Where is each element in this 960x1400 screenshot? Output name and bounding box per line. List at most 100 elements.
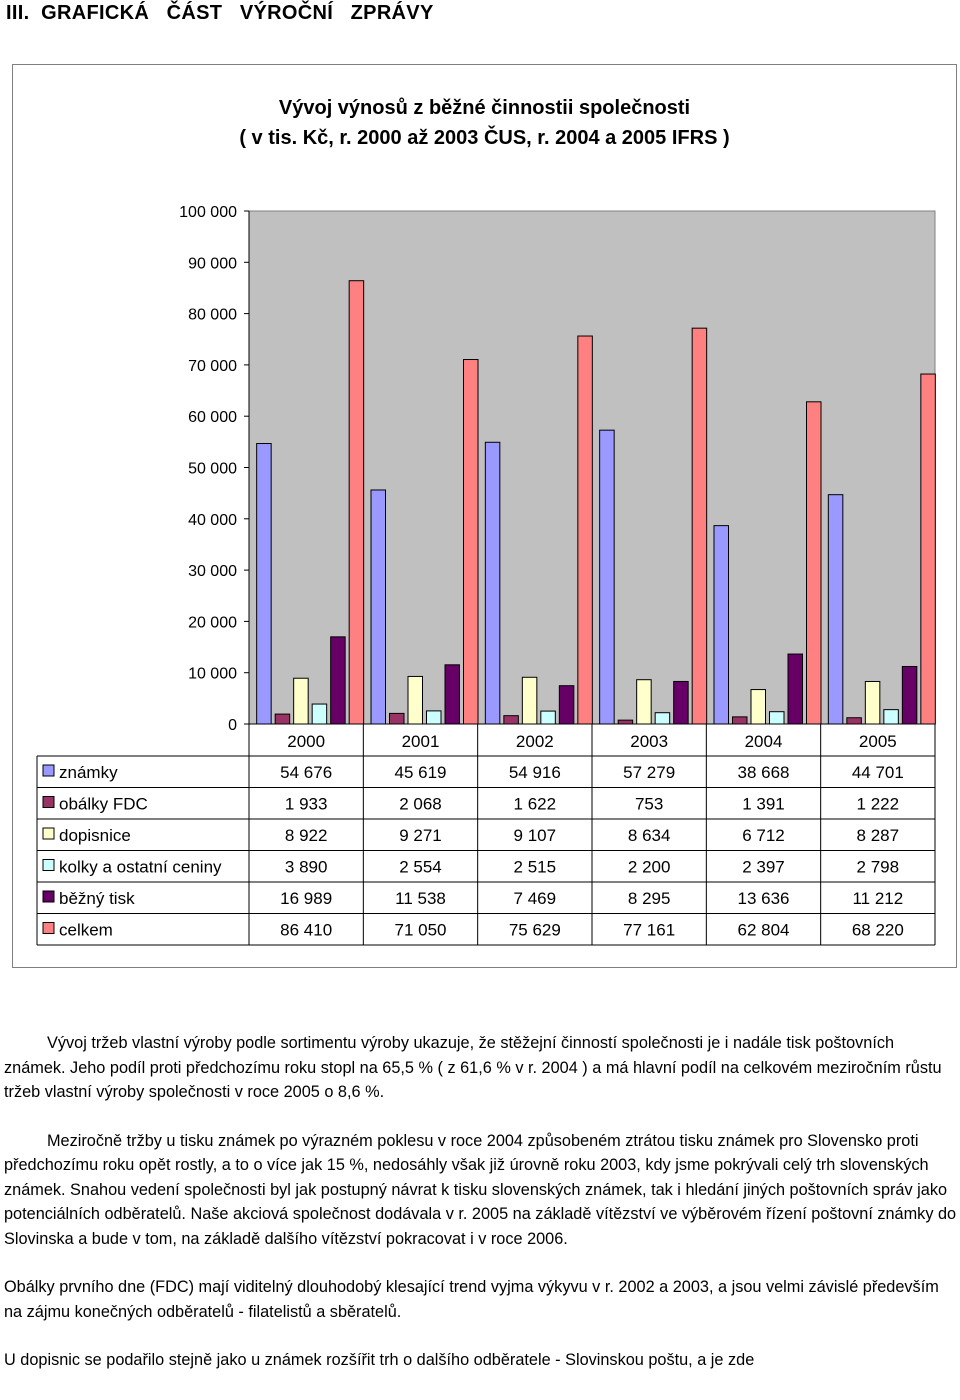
data-label-5-5: 68 220 [852, 921, 904, 940]
data-label-3-5: 2 798 [857, 858, 900, 877]
data-label-4-4: 13 636 [738, 889, 790, 908]
bar-5-1 [463, 359, 479, 725]
bar-5-3 [691, 327, 708, 725]
data-label-4-2: 7 469 [514, 889, 557, 908]
legend-key-1 [42, 796, 55, 808]
chart-frame: Vývoj výnosů z běžné činnostii společnos… [12, 64, 957, 968]
bar-0-5 [827, 494, 844, 725]
bar-0-1 [370, 489, 386, 725]
paragraph-1: Vývoj tržeb vlastní výroby podle sortime… [4, 1034, 942, 1101]
paragraph-4: U dopisnic se podařilo stejně jako u zná… [4, 1351, 755, 1369]
page-heading: III. GRAFICKÁ ČÁST VÝROČNÍ ZPRÁVY [6, 2, 434, 24]
bar-0-3 [599, 429, 615, 725]
data-label-1-1: 2 068 [399, 795, 442, 814]
bar-chart-svg: 0 10 000 20 000 30 000 40 000 50 000 60 000 70 … [36, 204, 936, 946]
bar-2-1 [407, 675, 423, 725]
data-label-0-3: 57 279 [623, 763, 675, 782]
paragraph-3: Obálky prvního dne (FDC) mají viditelný … [4, 1278, 939, 1321]
bar-1-1 [389, 712, 405, 725]
data-label-1-5: 1 222 [857, 795, 900, 814]
data-label-2-4: 6 712 [742, 826, 785, 845]
bar-4-0 [330, 636, 346, 725]
y-tick-label: 90 000 [188, 255, 237, 272]
bar-1-3 [617, 719, 634, 725]
bar-3-4 [769, 711, 785, 725]
chart-title: Vývoj výnosů z běžné činnostii společnos… [278, 97, 691, 119]
bar-4-3 [673, 680, 689, 725]
y-tick-label: 40 000 [188, 512, 237, 529]
data-label-2-0: 8 922 [285, 826, 328, 845]
bar-5-4 [806, 401, 822, 725]
bar-3-5 [883, 709, 899, 725]
body-text-block: Vývoj tržeb vlastní výroby podle sortime… [4, 1031, 959, 1373]
bar-3-3 [654, 712, 671, 725]
bar-5-5 [920, 373, 936, 725]
data-label-4-3: 8 295 [628, 889, 671, 908]
data-label-3-3: 2 200 [628, 858, 671, 877]
bar-4-2 [558, 685, 575, 725]
data-label-5-3: 77 161 [623, 921, 675, 940]
legend-key-4 [42, 890, 55, 903]
data-label-5-2: 75 629 [509, 921, 561, 940]
bar-3-0 [311, 703, 328, 725]
data-label-1-3: 753 [635, 795, 663, 814]
bar-2-2 [521, 676, 538, 725]
x-tick-label: 2001 [402, 732, 440, 751]
legend-key-2 [42, 827, 55, 840]
y-tick-label: 50 000 [188, 461, 237, 478]
data-label-1-4: 1 391 [742, 795, 785, 814]
bar-4-1 [444, 664, 460, 725]
data-label-5-4: 62 804 [738, 921, 790, 940]
data-label-4-0: 16 989 [280, 889, 332, 908]
data-label-2-3: 8 634 [628, 826, 671, 845]
data-label-0-1: 45 619 [395, 763, 447, 782]
legend-label-4: běžný tisk [59, 889, 135, 908]
data-label-2-2: 9 107 [514, 826, 557, 845]
bar-0-4 [713, 525, 729, 725]
x-tick-label: 2000 [287, 732, 325, 751]
data-label-2-1: 9 271 [399, 826, 442, 845]
bar-1-2 [503, 715, 519, 725]
legend-label-5: celkem [59, 921, 113, 940]
data-label-0-0: 54 676 [280, 763, 332, 782]
y-tick-label: 60 000 [188, 409, 237, 426]
legend-label-1: obálky FDC [59, 795, 148, 814]
bar-1-4 [732, 716, 748, 725]
legend-label-0: známky [59, 763, 118, 782]
bar-2-0 [293, 677, 309, 725]
bar-1-5 [846, 717, 862, 725]
chart-subtitle: ( v tis. Kč, r. 2000 až 2003 ČUS, r. 200… [239, 127, 730, 149]
y-tick-label: 30 000 [188, 563, 237, 580]
data-label-3-0: 3 890 [285, 858, 328, 877]
bar-5-2 [577, 335, 593, 725]
y-tick-label: 0 [228, 717, 237, 734]
x-tick-label: 2005 [859, 732, 897, 751]
bar-0-2 [484, 441, 501, 725]
data-label-0-4: 38 668 [738, 763, 790, 782]
legend-label-2: dopisnice [59, 826, 131, 845]
legend-key-5 [42, 922, 55, 934]
data-label-3-4: 2 397 [742, 858, 785, 877]
x-tick-label: 2004 [745, 732, 783, 751]
data-label-1-2: 1 622 [514, 795, 557, 814]
bar-2-4 [750, 689, 766, 725]
bar-1-0 [274, 713, 291, 725]
bar-3-2 [540, 710, 556, 725]
bar-4-5 [901, 665, 918, 725]
x-tick-label: 2002 [516, 732, 554, 751]
bar-3-1 [426, 710, 442, 725]
x-tick-label: 2003 [630, 732, 668, 751]
data-label-0-5: 44 701 [852, 763, 904, 782]
y-tick-label: 10 000 [188, 666, 237, 683]
bar-2-3 [636, 679, 652, 725]
legend-key-3 [42, 859, 55, 871]
bar-0-0 [256, 443, 272, 725]
data-label-1-0: 1 933 [285, 795, 328, 814]
data-label-0-2: 54 916 [509, 763, 561, 782]
data-label-3-1: 2 554 [399, 858, 442, 877]
data-label-4-1: 11 538 [395, 889, 446, 908]
paragraph-2: Meziročně tržby u tisku známek po výrazn… [4, 1131, 957, 1248]
legend-label-3: kolky a ostatní ceniny [59, 858, 222, 877]
data-label-5-1: 71 050 [395, 921, 447, 940]
data-label-5-0: 86 410 [280, 921, 332, 940]
